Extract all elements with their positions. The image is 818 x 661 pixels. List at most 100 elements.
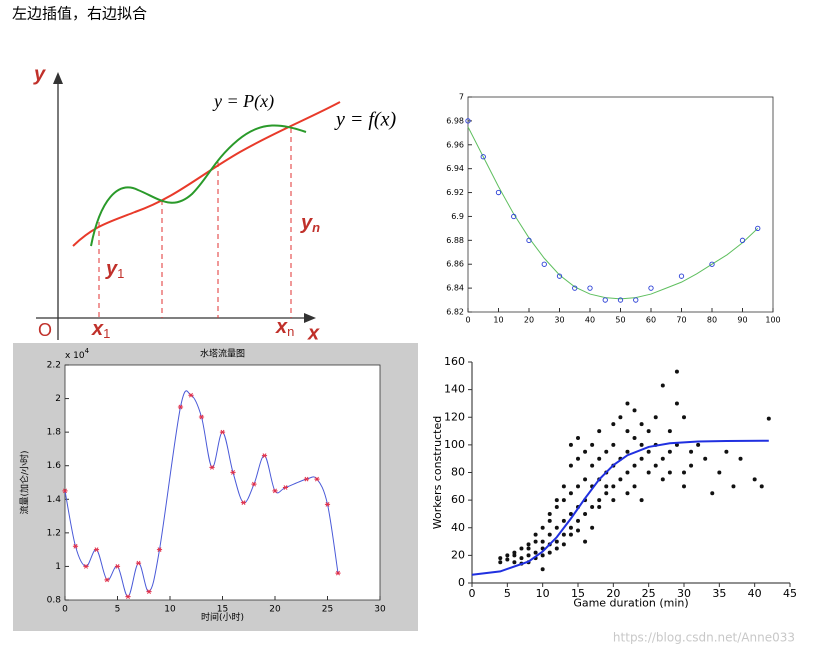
- data-point: [272, 488, 278, 494]
- data-point: [625, 401, 630, 406]
- data-point: [689, 463, 694, 468]
- data-point: [540, 525, 545, 530]
- x-tick-label: 30: [374, 605, 386, 615]
- data-point: [533, 532, 538, 537]
- data-point: [597, 429, 602, 434]
- x-axis-label: 时间(小时): [201, 611, 244, 623]
- data-point: [576, 435, 580, 440]
- data-point: [125, 594, 131, 600]
- data-point: [554, 505, 559, 510]
- data-point: [498, 560, 503, 565]
- data-point: [495, 189, 502, 196]
- data-point: [583, 511, 588, 516]
- series-line: [467, 126, 759, 300]
- data-point: [682, 470, 686, 475]
- chart-title: 水塔流量图: [200, 348, 245, 360]
- data-point: [710, 491, 715, 496]
- y-axis-label: Workers constructed: [431, 416, 444, 529]
- data-point: [547, 511, 552, 516]
- y-tick-label: 6.92: [446, 188, 464, 197]
- data-point: [465, 118, 471, 124]
- x-tick-label: 5: [504, 587, 511, 600]
- chart: 0 5 10 15 20 25 30 0.8 1 1.2 1.4 1.6 1.8 2 2.2 水塔流量图时间(…: [19, 347, 386, 623]
- data-point: [541, 261, 547, 267]
- x-tick-label: 90: [737, 316, 747, 325]
- data-point: [660, 383, 665, 388]
- data-point: [583, 477, 588, 482]
- data-point: [717, 470, 722, 475]
- data-point: [660, 456, 665, 461]
- x-tick-label: 100: [765, 316, 780, 325]
- data-point: [505, 553, 510, 558]
- data-point: [568, 511, 573, 516]
- data-point: [646, 429, 651, 434]
- data-point: [625, 470, 630, 475]
- data-point: [604, 484, 609, 489]
- data-point: [533, 539, 538, 544]
- data-point: [547, 532, 552, 537]
- point-label: yn: [300, 212, 320, 235]
- plot-frame: [64, 364, 381, 601]
- x-tick-label: 40: [748, 587, 762, 600]
- data-point: [709, 261, 715, 267]
- point-label: xn: [275, 316, 294, 339]
- data-point: [554, 539, 559, 544]
- data-point: [556, 273, 563, 279]
- data-point: [696, 442, 701, 447]
- y-tick-label: 100: [444, 438, 465, 451]
- data-point: [93, 547, 100, 553]
- data-point: [572, 285, 578, 291]
- data-point: [512, 550, 517, 555]
- page-title: 左边插值，右边拟合: [12, 5, 147, 23]
- data-point: [590, 442, 595, 447]
- data-point: [703, 456, 708, 461]
- data-point: [540, 539, 545, 544]
- data-point: [731, 484, 736, 489]
- y-tick-label: 140: [444, 383, 465, 396]
- data-point: [590, 505, 595, 510]
- y-tick-label: 6.88: [446, 236, 464, 245]
- data-point: [146, 589, 152, 594]
- y-tick-label: 6.9: [451, 212, 464, 221]
- data-point: [498, 556, 503, 561]
- data-point: [547, 518, 552, 523]
- data-point: [597, 456, 602, 461]
- data-point: [678, 273, 685, 279]
- data-point: [240, 500, 247, 506]
- y-tick-label: 20: [451, 548, 465, 561]
- data-point: [759, 484, 764, 489]
- y-tick-label: 60: [451, 493, 465, 506]
- x-tick-label: 80: [707, 316, 717, 325]
- data-point: [188, 392, 194, 398]
- data-point: [576, 484, 580, 489]
- axis-label: y: [33, 63, 46, 85]
- data-point: [554, 498, 559, 503]
- y-scale-exponent: 4: [85, 347, 90, 355]
- data-point: [512, 553, 517, 558]
- curve-label: y = f(x): [334, 109, 396, 131]
- data-point: [519, 546, 524, 551]
- y-tick-label: 6.98: [446, 116, 464, 125]
- data-point: [583, 449, 588, 454]
- data-point: [561, 532, 566, 537]
- data-point: [674, 442, 679, 447]
- plot-frame: [467, 96, 774, 313]
- y-tick-label: 40: [451, 521, 465, 534]
- data-point: [568, 442, 573, 447]
- data-point: [583, 539, 588, 544]
- data-point: [632, 435, 637, 440]
- y-tick-label: 0: [458, 576, 465, 589]
- x-tick-label: 70: [676, 316, 686, 325]
- y-tick-label: 6.82: [446, 308, 464, 317]
- data-point: [724, 449, 729, 454]
- data-point: [597, 498, 602, 503]
- data-point: [587, 285, 593, 291]
- x-tick-label: 25: [322, 605, 333, 615]
- data-point: [533, 550, 538, 555]
- data-point: [674, 401, 679, 406]
- data-point: [617, 297, 624, 303]
- x-tick-label: 10: [164, 605, 176, 615]
- data-point: [526, 237, 532, 243]
- data-point: [639, 456, 644, 461]
- y-scale-base: x 10: [65, 351, 85, 361]
